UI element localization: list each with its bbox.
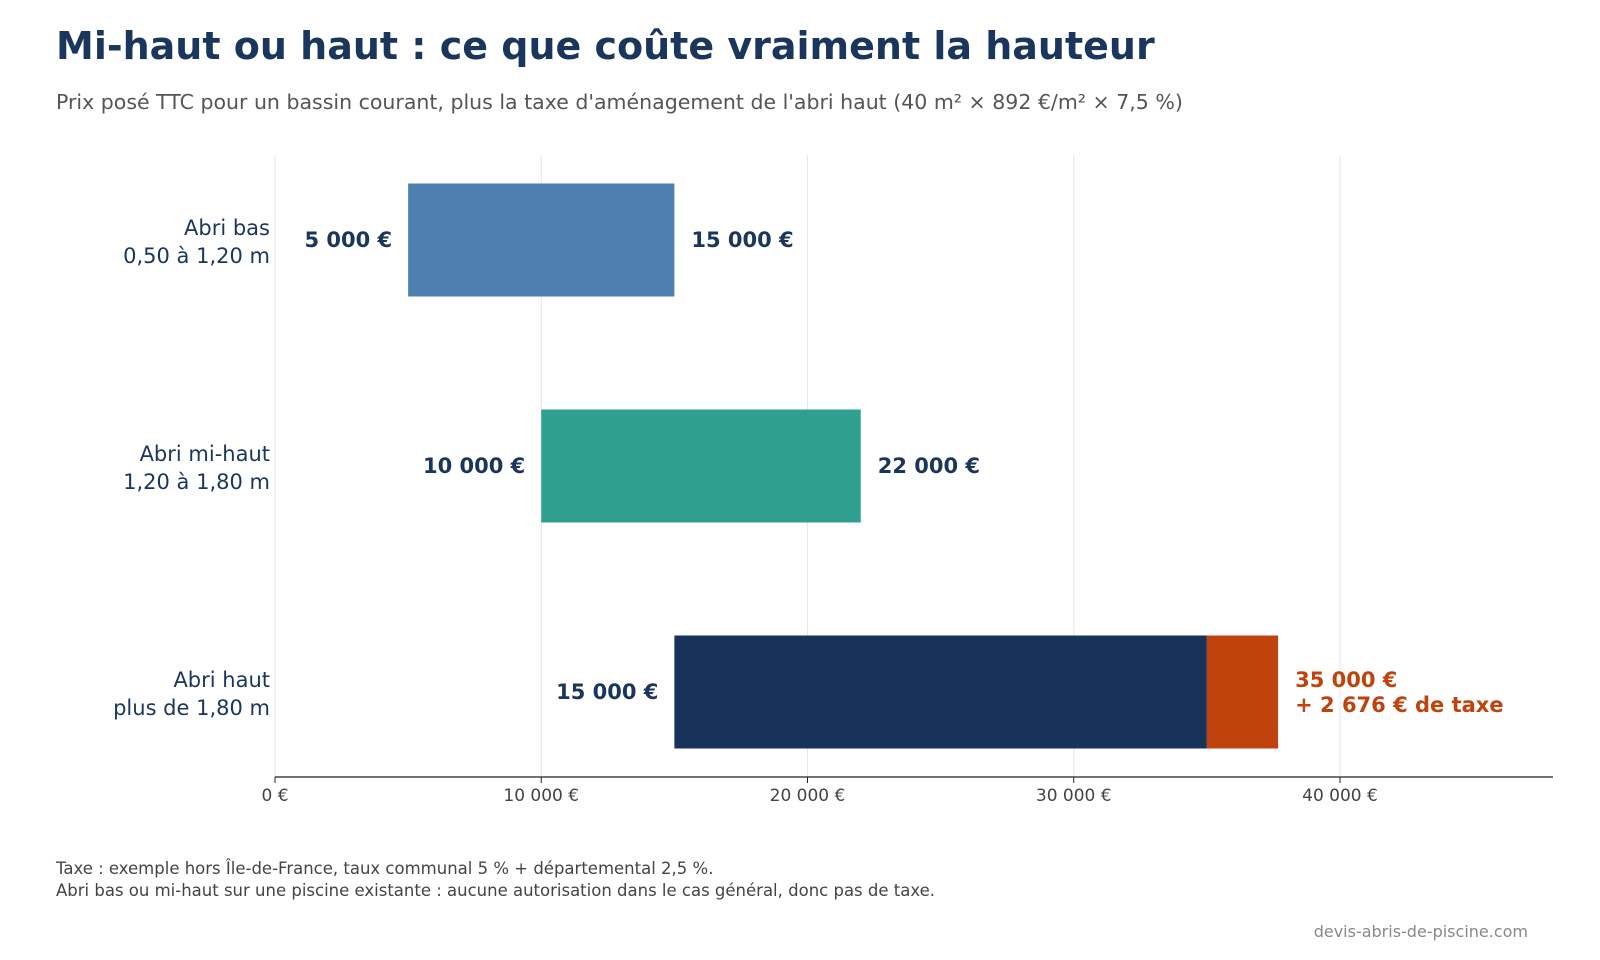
chart-subtitle: Prix posé TTC pour un bassin courant, pl…: [56, 90, 1183, 114]
footnote-authorisation: Abri bas ou mi-haut sur une piscine exis…: [56, 881, 935, 900]
x-tick-label: 10 000 €: [503, 786, 579, 806]
price-range-chart: 0 € 10 000 € 20 000 € 30 000 € 40 000 € Abri …: [113, 155, 1553, 806]
range-bar: [408, 183, 675, 297]
x-tick-label: 20 000 €: [770, 786, 846, 806]
footnote-tax: Taxe : exemple hors Île-de-France, taux …: [56, 859, 714, 878]
category-sublabel: 0,50 à 1,20 m: [123, 244, 270, 268]
tax-bar: [1206, 635, 1279, 749]
footnotes: Taxe : exemple hors Île-de-France, taux …: [56, 858, 935, 902]
max-value-label: 35 000 €: [1295, 668, 1397, 692]
min-value-label: 10 000 €: [423, 454, 525, 478]
max-value-label: 15 000 €: [691, 228, 793, 252]
min-value-label: 15 000 €: [556, 680, 658, 704]
range-bar: [541, 409, 861, 523]
x-tick-label: 30 000 €: [1036, 786, 1112, 806]
max-value-label: 22 000 €: [878, 454, 980, 478]
chart-title: Mi-haut ou haut : ce que coûte vraiment …: [56, 24, 1155, 68]
category-label: Abri haut: [173, 668, 270, 692]
x-tick-label: 0 €: [261, 786, 288, 806]
category-label: Abri mi-haut: [140, 442, 270, 466]
range-bar: [674, 635, 1207, 749]
source-credit: devis-abris-de-piscine.com: [1313, 922, 1528, 941]
x-tick-label: 40 000 €: [1302, 786, 1378, 806]
tax-value-label: + 2 676 € de taxe: [1295, 693, 1503, 717]
category-sublabel: plus de 1,80 m: [113, 696, 270, 720]
min-value-label: 5 000 €: [304, 228, 392, 252]
category-sublabel: 1,20 à 1,80 m: [123, 470, 270, 494]
category-label: Abri bas: [184, 216, 270, 240]
